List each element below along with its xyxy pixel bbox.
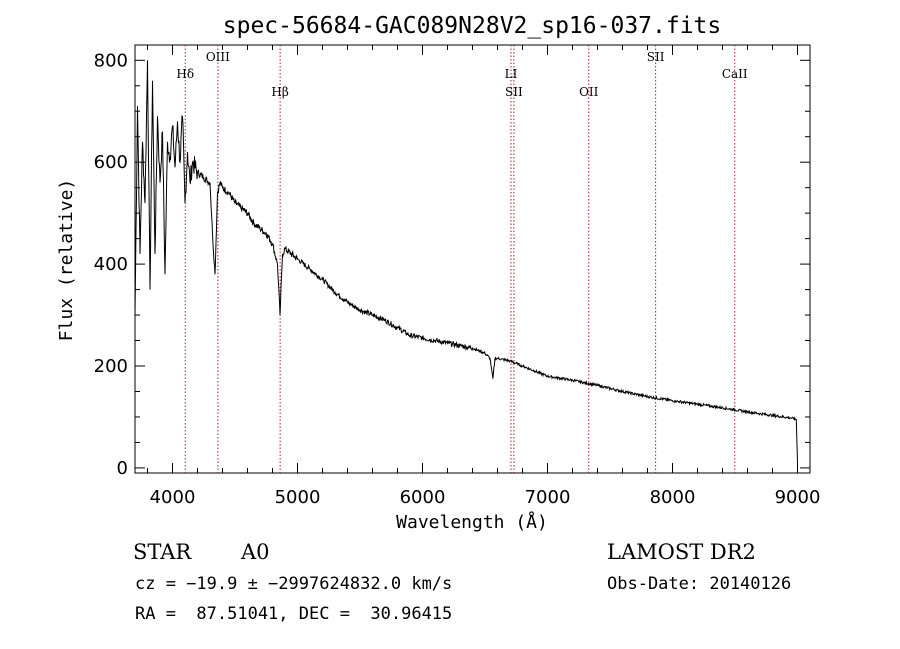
y-axis-label: Flux (relative) [56, 179, 77, 342]
line-marker-label: OIII [206, 50, 230, 64]
x-tick-label: 7000 [525, 487, 571, 508]
x-tick-label: 4000 [150, 487, 196, 508]
axis-ticks: 4000 5000 6000 7000 8000 9000 0 200 400 600 800 [94, 45, 821, 508]
spectrum-line [134, 60, 798, 463]
line-marker-label: CaII [722, 67, 748, 81]
line-marker-label: LI [505, 67, 518, 81]
object-subclass: A0 [241, 540, 270, 564]
object-class: STAR [133, 540, 192, 564]
line-marker-label: Hδ [176, 67, 194, 81]
plot-frame [134, 44, 811, 474]
x-tick-label: 6000 [400, 487, 446, 508]
x-tick-label: 9000 [775, 487, 821, 508]
y-tick-label: 200 [94, 356, 128, 377]
x-axis-label: Wavelength (Å) [396, 511, 548, 533]
y-tick-label: 600 [94, 152, 128, 173]
chart-title: spec-56684-GAC089N28V2_sp16-037.fits [223, 13, 722, 39]
spectral-line-markers: Hδ OIII Hβ LI SII OII SII CaII [176, 45, 748, 473]
line-marker-label: SII [647, 50, 665, 64]
x-tick-label: 8000 [650, 487, 696, 508]
y-tick-label: 0 [117, 458, 128, 479]
coordinates: RA = 87.51041, DEC = 30.96415 [135, 604, 453, 624]
line-marker-label: Hβ [271, 85, 288, 99]
y-tick-label: 400 [94, 254, 128, 275]
x-tick-label: 5000 [275, 487, 321, 508]
survey-name: LAMOST DR2 [607, 540, 756, 564]
y-tick-label: 800 [94, 50, 128, 71]
redshift-line: cz = −19.9 ± −2997624832.0 km/s [135, 574, 453, 594]
observation-date: Obs-Date: 20140126 [607, 574, 792, 594]
line-marker-label: OII [579, 85, 599, 99]
line-marker-label: SII [505, 85, 523, 99]
